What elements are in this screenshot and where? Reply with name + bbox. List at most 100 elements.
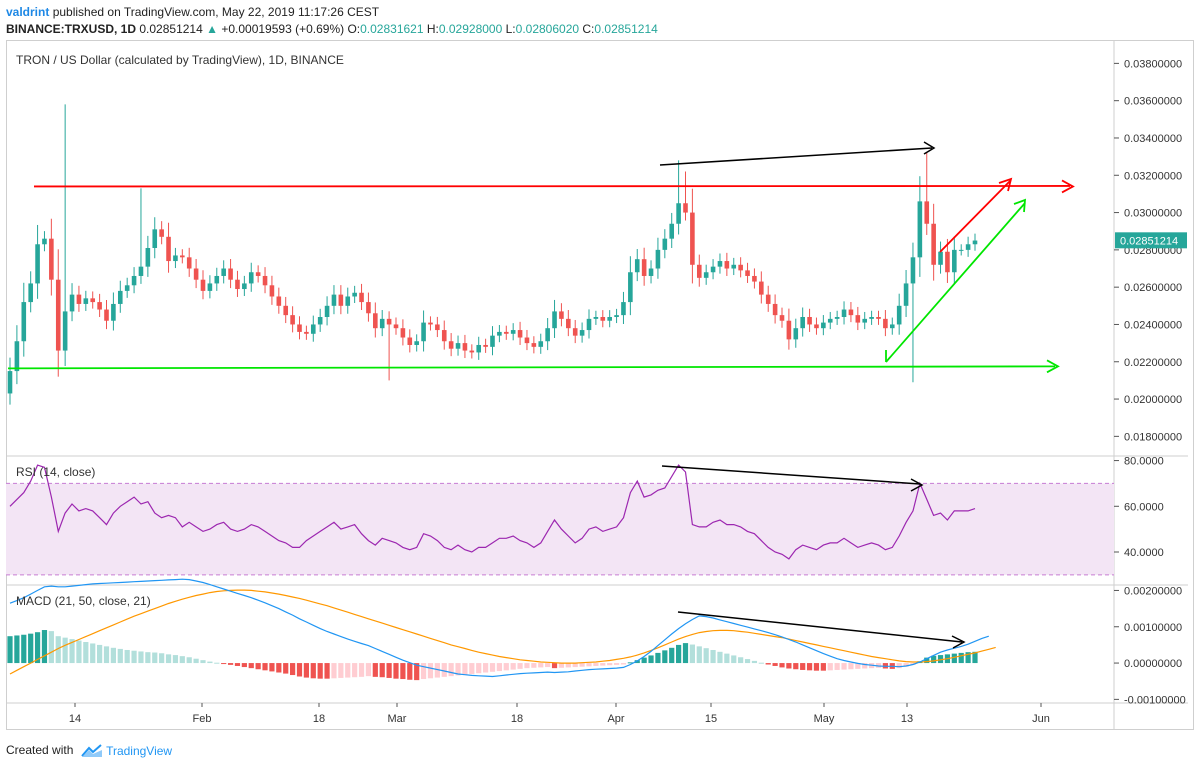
candle-body (145, 248, 151, 267)
candle-body (435, 324, 440, 331)
macd-histogram-bar (613, 663, 620, 665)
macd-histogram-bar (41, 630, 48, 664)
ascending-support-line (885, 202, 1026, 363)
macd-histogram-bar (269, 663, 275, 672)
open-value: 0.02831621 (360, 22, 424, 36)
macd-histogram-bar (841, 663, 847, 670)
macd-histogram-bar (296, 663, 303, 677)
macd-histogram-bar (551, 663, 558, 669)
price-change: +0.00019593 (+0.69%) (221, 22, 345, 36)
candle-body (800, 317, 805, 329)
candle-body (896, 305, 902, 325)
macd-signal-line (9, 589, 996, 675)
macd-histogram-bar (145, 652, 151, 664)
candle-body (572, 328, 578, 336)
candle-body (793, 328, 799, 340)
candle-body (173, 255, 178, 262)
author-name[interactable]: valdrint (6, 5, 50, 19)
candle-body (7, 371, 13, 394)
macd-histogram-bar (751, 660, 758, 664)
macd-divergence-arrowhead (951, 635, 966, 649)
time-tick-label: Feb (193, 713, 212, 725)
macd-histogram-bar (965, 652, 971, 664)
macd-histogram-bar (572, 663, 578, 668)
macd-histogram-bar (290, 663, 296, 676)
time-tick-label: 13 (901, 713, 913, 725)
macd-histogram-bar (607, 663, 613, 666)
macd-histogram-bar (593, 663, 599, 666)
candle-body (552, 311, 557, 329)
macd-histogram-bar (200, 660, 206, 664)
macd-histogram-bar (48, 631, 54, 664)
candle-body (972, 240, 978, 245)
macd-histogram-bar (503, 663, 509, 671)
candle-body (345, 296, 351, 306)
candle-body (772, 303, 778, 316)
open-label: O: (347, 22, 361, 36)
macd-histogram-bar (131, 650, 137, 664)
candle-body (703, 272, 709, 278)
candle-body (538, 341, 544, 347)
macd-histogram-bar (358, 663, 365, 677)
macd-histogram-bar (827, 663, 833, 671)
candle-body (166, 236, 171, 262)
candle-body (938, 251, 943, 265)
macd-histogram-bar (214, 662, 220, 664)
candle-body (421, 322, 426, 342)
macd-histogram-bar (69, 639, 75, 664)
candle-body (304, 331, 309, 334)
candle-body (545, 328, 550, 342)
candle-body (469, 350, 475, 353)
time-tick-label: 18 (511, 713, 523, 725)
candle-body (965, 244, 971, 250)
macd-histogram-bar (517, 663, 523, 669)
time-tick-label: 18 (313, 713, 325, 725)
macd-histogram-bar (117, 648, 123, 664)
candle-body (331, 294, 337, 306)
macd-histogram-bar (90, 643, 96, 664)
macd-histogram-bar (76, 640, 82, 664)
macd-histogram-bar (159, 653, 165, 664)
time-tick-label: May (814, 713, 835, 725)
candle-body (214, 275, 220, 284)
candle-body (883, 318, 888, 329)
candle-body (338, 294, 344, 306)
chart-title: TRON / US Dollar (calculated by TradingV… (16, 53, 344, 67)
rsi-divergence-arrowhead (910, 478, 924, 492)
candle-body (193, 268, 199, 280)
macd-histogram-bar (172, 655, 179, 664)
candle-body (14, 341, 20, 372)
price-tick-label: 0.02000000 (1124, 394, 1182, 406)
rising-arrowhead (998, 177, 1013, 192)
candle-body (855, 315, 861, 323)
macd-histogram-bar (862, 663, 868, 669)
candle-body (821, 322, 826, 329)
candle-body (83, 298, 89, 304)
created-with-text: Created with (6, 743, 74, 757)
macd-histogram-bar (207, 661, 213, 664)
macd-histogram-bar (21, 634, 27, 664)
macd-histogram-bar (83, 642, 89, 664)
macd-histogram-bar (820, 663, 826, 671)
macd-histogram-bar (234, 663, 241, 666)
candle-body (848, 309, 854, 316)
macd-histogram-bar (448, 663, 454, 677)
candle-body (579, 330, 585, 336)
macd-histogram-bar (62, 637, 68, 664)
macd-histogram-bar (531, 663, 537, 668)
macd-histogram-bar (855, 663, 861, 669)
tradingview-brand[interactable]: TradingView (106, 743, 173, 758)
candle-body (104, 309, 109, 321)
macd-tick-label: 0.00000000 (1124, 658, 1182, 670)
candle-body (69, 294, 75, 312)
candle-body (455, 343, 461, 349)
higher-high-line (659, 147, 933, 166)
macd-histogram-bar (896, 663, 902, 669)
candle-body (683, 203, 688, 213)
candle-body (676, 203, 681, 224)
candle-body (400, 328, 406, 338)
macd-histogram-bar (407, 663, 413, 680)
macd-histogram-bar (386, 663, 392, 678)
macd-histogram-bar (648, 655, 654, 664)
